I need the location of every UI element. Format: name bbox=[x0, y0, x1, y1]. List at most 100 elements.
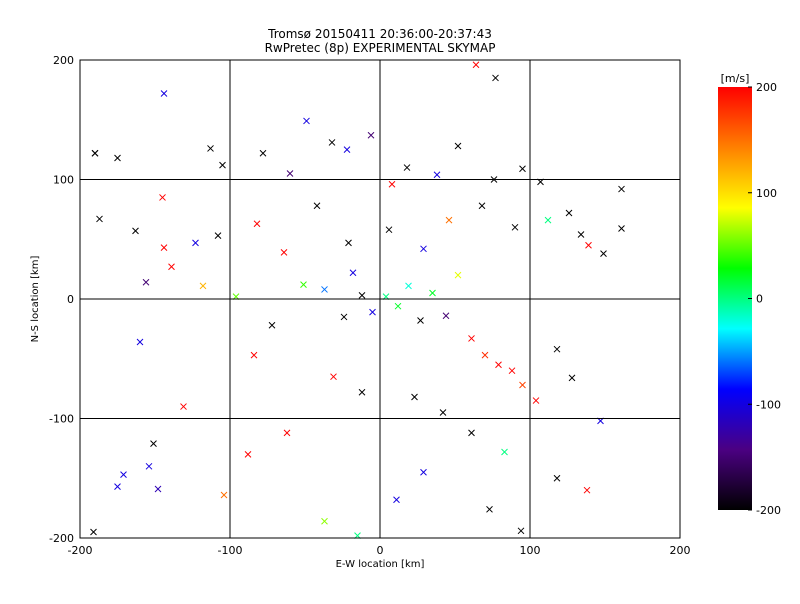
y-tick-label: 100 bbox=[53, 174, 74, 187]
chart-subtitle: RwPretec (8p) EXPERIMENTAL SKYMAP bbox=[265, 41, 496, 55]
scatter-point-x bbox=[445, 216, 453, 224]
scatter-point-x bbox=[472, 61, 480, 69]
scatter-point-x bbox=[508, 367, 516, 375]
scatter-point-x bbox=[367, 131, 375, 139]
y-tick-label: 200 bbox=[53, 54, 74, 67]
scatter-point-x bbox=[532, 397, 540, 404]
scatter-point-x bbox=[160, 244, 168, 251]
scatter-point-x bbox=[120, 471, 127, 479]
scatter-point-x bbox=[544, 216, 552, 224]
scatter-point-x bbox=[192, 239, 199, 247]
scatter-point-x bbox=[321, 286, 328, 293]
scatter-point-x bbox=[393, 496, 400, 504]
scatter-point-x bbox=[577, 231, 585, 238]
scatter-point-x bbox=[91, 149, 99, 157]
scatter-point-x bbox=[300, 281, 307, 289]
scatter-point-x bbox=[142, 278, 150, 286]
scatter-point-x bbox=[268, 321, 276, 329]
scatter-point-x bbox=[478, 202, 486, 210]
scatter-point-x bbox=[454, 271, 462, 279]
scatter-point-x bbox=[220, 491, 228, 499]
chart-title: Tromsø 20150411 20:36:00-20:37:43 bbox=[267, 27, 492, 41]
scatter-point-x bbox=[214, 232, 222, 240]
colorbar-label: [m/s] bbox=[721, 72, 750, 85]
y-tick-label: 0 bbox=[67, 293, 74, 306]
scatter-point-x bbox=[303, 117, 310, 125]
colorbar-tick-label: -200 bbox=[756, 504, 781, 517]
scatter-point-x bbox=[442, 312, 450, 320]
scatter-point-x bbox=[328, 139, 336, 146]
colorbar-tick-label: 200 bbox=[756, 81, 777, 94]
scatter-point-x bbox=[259, 149, 267, 157]
scatter-point-x bbox=[358, 388, 366, 396]
scatter-point-x bbox=[286, 170, 294, 177]
scatter-point-x bbox=[219, 161, 226, 169]
scatter-point-x bbox=[618, 225, 625, 232]
x-axis-ticks: -200 -100 0 100 200 bbox=[68, 60, 691, 557]
scatter-point-x bbox=[280, 249, 288, 256]
scatter-point-x bbox=[433, 171, 441, 179]
scatter-point-x bbox=[349, 269, 357, 277]
scatter-point-x bbox=[565, 209, 573, 217]
scatter-point-x bbox=[330, 373, 337, 381]
scatter-point-x bbox=[495, 361, 502, 369]
scatter-point-x bbox=[159, 194, 166, 201]
scatter-point-x bbox=[468, 429, 475, 437]
scatter-point-x bbox=[519, 165, 526, 173]
colorbar-tick-label: 0 bbox=[756, 293, 763, 306]
scatter-point-x bbox=[519, 381, 526, 389]
scatter-point-x bbox=[343, 146, 351, 153]
scatter-point-x bbox=[492, 74, 499, 82]
scatter-point-x bbox=[439, 409, 447, 416]
scatter-point-x bbox=[90, 528, 97, 536]
scatter-point-x bbox=[168, 263, 175, 271]
colorbar-tick-label: -100 bbox=[756, 398, 781, 411]
scatter-point-x bbox=[429, 289, 436, 297]
scatter-point-x bbox=[481, 351, 489, 359]
scatter-point-x bbox=[403, 164, 411, 171]
scatter-point-x bbox=[283, 429, 291, 437]
scatter-point-x bbox=[394, 302, 402, 310]
scatter-point-x bbox=[501, 448, 508, 456]
plot-area bbox=[80, 60, 680, 539]
scatter-point-x bbox=[145, 462, 153, 470]
scatter-point-x bbox=[600, 250, 607, 257]
scatter-point-x bbox=[250, 351, 258, 359]
scatter-point-x bbox=[114, 483, 121, 490]
scatter-point-x bbox=[583, 486, 591, 494]
scatter-point-x bbox=[486, 505, 493, 513]
scatter-point-x bbox=[388, 180, 396, 188]
x-tick-label: -200 bbox=[68, 544, 93, 557]
scatter-point-x bbox=[96, 215, 103, 223]
scatter-point-x bbox=[568, 374, 576, 382]
y-tick-label: -200 bbox=[49, 532, 74, 545]
scatter-point-x bbox=[385, 226, 393, 234]
scatter-point-x bbox=[199, 282, 207, 290]
x-tick-label: 100 bbox=[520, 544, 541, 557]
colorbar bbox=[718, 87, 752, 510]
scatter-point-x bbox=[132, 227, 139, 235]
scatter-point-x bbox=[244, 450, 252, 458]
colorbar-tick-label: 100 bbox=[756, 187, 777, 200]
scatter-point-x bbox=[207, 145, 214, 152]
y-axis-ticks: -200 -100 0 100 200 bbox=[49, 54, 680, 545]
y-tick-label: -100 bbox=[49, 413, 74, 426]
scatter-point-x bbox=[454, 142, 462, 150]
y-axis-label: N-S location [km] bbox=[30, 256, 41, 343]
scatter-point-x bbox=[358, 292, 366, 299]
scatter-point-x bbox=[553, 345, 561, 353]
scatter-point-x bbox=[114, 154, 121, 162]
scatter-point-x bbox=[411, 393, 418, 401]
scatter-point-x bbox=[180, 403, 187, 410]
scatter-point-x bbox=[160, 90, 168, 97]
x-tick-label: 0 bbox=[377, 544, 384, 557]
scatter-point-x bbox=[420, 468, 427, 476]
scatter-point-x bbox=[468, 335, 475, 342]
scatter-point-x bbox=[553, 474, 561, 482]
scatter-point-x bbox=[345, 239, 352, 247]
scatter-point-x bbox=[369, 308, 376, 316]
scatter-point-x bbox=[253, 220, 261, 228]
scatter-point-x bbox=[420, 245, 427, 253]
